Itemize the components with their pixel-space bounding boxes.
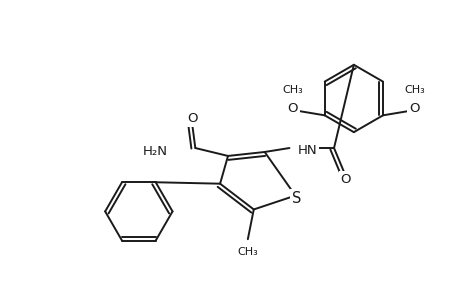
Text: HN: HN [297, 143, 316, 157]
Text: CH₃: CH₃ [282, 85, 302, 94]
Text: O: O [287, 102, 297, 115]
Text: CH₃: CH₃ [403, 85, 424, 94]
Text: CH₃: CH₃ [237, 247, 257, 257]
Text: O: O [409, 102, 419, 115]
Text: S: S [291, 191, 300, 206]
Text: O: O [187, 112, 197, 125]
Text: O: O [340, 173, 350, 186]
Text: H₂N: H₂N [142, 146, 167, 158]
